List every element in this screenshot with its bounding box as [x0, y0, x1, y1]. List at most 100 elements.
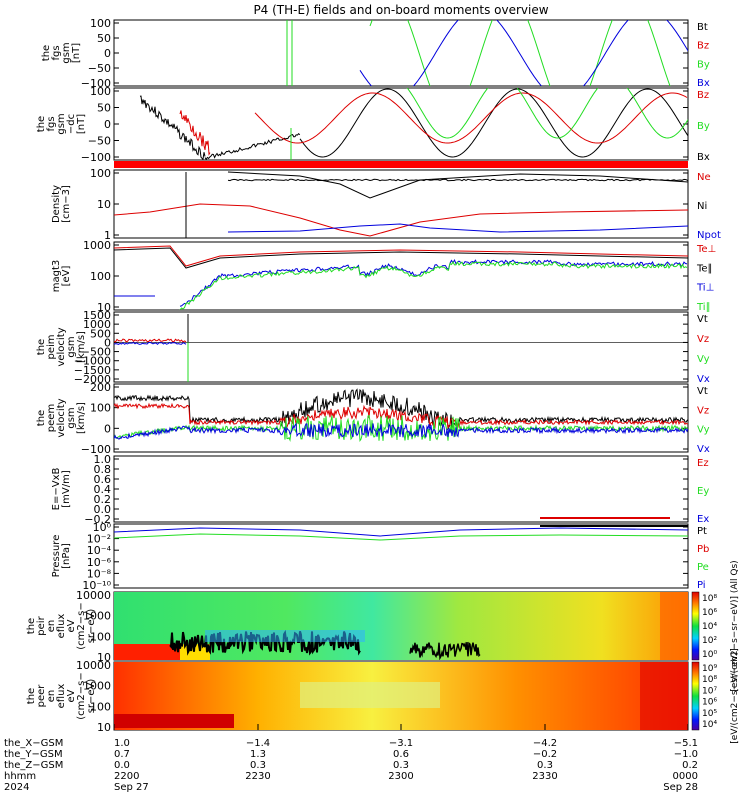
y-tick-label: −2000 — [74, 373, 111, 386]
x-row-label: the_Y−GSM — [4, 749, 63, 760]
y-axis-label-line: Pressure — [51, 535, 62, 578]
y-axis-label-line: peim — [46, 334, 57, 359]
panel-fgs_gsm_dc: 100 50 0 −50 −100 thefgsgsm−dc[nT] Bz By Bx — [36, 85, 710, 164]
y-axis-label-line: sr−eV) — [86, 609, 97, 644]
y-axis-label: thepeerenefluxeV(cm2−s−sr−eV) — [26, 672, 97, 719]
y-axis-label-line: the — [36, 339, 47, 355]
y-tick-label: 1500 — [83, 309, 111, 322]
y-axis-label-line: eV — [66, 689, 77, 702]
y-axis-label: thefgsgsm−dc[nT] — [36, 113, 87, 134]
legend-Pb: Pb — [697, 544, 709, 555]
spectrogram-band — [114, 714, 234, 728]
panel-frame — [113, 19, 689, 87]
panel-peer_eflux: 10000100010010thepeerenefluxeV(cm2−s−sr−… — [26, 648, 740, 744]
legend-Pe: Pe — [697, 562, 709, 573]
panel-efield: 1.00.80.60.40.20.0−0.2 E=−VxB[mV/m] Ez Ey Ex — [51, 453, 709, 526]
y-tick-label: 100 — [90, 402, 111, 415]
status-bar — [114, 161, 688, 168]
x-tick-label: 0.7 — [114, 749, 130, 760]
trace-Bz-early — [179, 110, 211, 156]
y-axis-label-line: magt3 — [51, 260, 62, 293]
y-axis-label-line: Density — [51, 185, 62, 223]
y-tick-label: 1000 — [83, 318, 111, 331]
y-tick-label: 0.8 — [94, 463, 112, 476]
x-tick-label: 0.3 — [537, 760, 553, 771]
legend-Te⊥: Te⊥ — [696, 244, 716, 255]
y-tick-label: −50 — [88, 62, 111, 75]
colorbar-tick-label: 10⁹ — [702, 664, 717, 674]
trace-By — [369, 20, 671, 86]
trace-Ne — [114, 203, 688, 237]
y-axis-label-line: velocity — [56, 327, 67, 366]
y-tick-label: 0.2 — [94, 493, 112, 506]
y-tick-label: −100 — [81, 151, 111, 164]
y-tick-label: 100 — [90, 700, 111, 713]
y-tick-label: 10 — [97, 301, 111, 314]
legend-Vy: Vy — [697, 354, 710, 365]
y-tick-label: 50 — [97, 102, 111, 115]
colorbar-tick-label: 10⁶ — [702, 698, 717, 708]
trace-Bx — [204, 132, 301, 160]
y-tick-label: 10000 — [76, 589, 111, 602]
panel-traces — [114, 388, 688, 443]
x-tick-label: Sep 28 — [663, 782, 698, 793]
y-tick-label: 0.4 — [94, 483, 112, 496]
x-tick-label: −3.1 — [389, 738, 413, 749]
x-tick-label: 2330 — [532, 771, 557, 782]
x-row-label: the_X−GSM — [4, 738, 63, 749]
y-axis-label-line: velocity — [56, 398, 67, 437]
y-axis-label-line: en — [46, 690, 57, 703]
y-axis-label-line: [km/s] — [76, 402, 87, 434]
trace-Ti-perp — [179, 258, 688, 307]
x-tick-label: −0.2 — [533, 749, 557, 760]
y-axis-label-line: fgs — [51, 45, 62, 60]
panel-traces — [114, 592, 688, 660]
panel-traces — [139, 88, 688, 160]
y-axis-label-line: eV — [66, 619, 77, 632]
x-tick-label: −1.0 — [674, 749, 698, 760]
y-tick-label: 0 — [104, 47, 111, 60]
colorbar-tick-label: 10⁰ — [702, 650, 717, 660]
y-tick-label: 1000 — [83, 239, 111, 252]
x-tick-label: 0.0 — [114, 760, 130, 771]
y-tick-label: 1000 — [83, 610, 111, 623]
colorbar — [691, 661, 700, 731]
legend-Vx: Vx — [697, 374, 710, 385]
y-tick-label: 10⁻² — [87, 533, 111, 546]
panel-traces — [114, 245, 688, 310]
legend-Vt: Vt — [697, 314, 708, 325]
colorbar-tick-label: 10⁶ — [702, 608, 717, 618]
trace-Pe — [114, 533, 688, 541]
y-tick-label: 100 — [90, 630, 111, 643]
y-axis-label: thepeimvelocitygsm[km/s] — [36, 327, 87, 366]
trace-Ni — [227, 178, 688, 182]
y-axis-label-line: [nT] — [71, 43, 82, 63]
legend-Vt: Vt — [697, 386, 708, 397]
y-axis-label-line: −dc — [66, 114, 77, 134]
y-tick-label: 1 — [104, 229, 111, 242]
x-tick-label: 1.3 — [250, 749, 266, 760]
colorbar — [691, 591, 700, 661]
y-axis-label-line: [cm−3] — [61, 185, 72, 223]
x-row-label: hhmm — [4, 771, 36, 782]
colorbar-tick-label: 10⁴ — [702, 622, 717, 632]
legend-Vx: Vx — [697, 444, 710, 455]
panel-traces — [114, 171, 688, 238]
y-tick-label: 200 — [90, 381, 111, 394]
x-row-label: the_Z−GSM — [4, 760, 63, 771]
colorbar-label: [eV/(cm2−s−sr−eV)] (All Qs) — [730, 560, 740, 691]
x-tick-label: 2230 — [245, 771, 270, 782]
y-axis-label-line: eflux — [56, 684, 67, 709]
y-axis-label: Pressure[nPa] — [51, 535, 72, 578]
legend-Npot: Npot — [697, 230, 721, 241]
y-axis-label-line: gsm — [61, 42, 72, 63]
y-tick-label: 100 — [90, 17, 111, 30]
colorbar-tick-label: 10⁷ — [702, 686, 717, 696]
y-axis-label-line: the — [36, 116, 47, 132]
trace-Ti-par — [179, 260, 688, 310]
y-axis-label: Density[cm−3] — [51, 185, 72, 223]
y-tick-label: −0.2 — [84, 513, 111, 526]
y-axis-label: thefgsgsm[nT] — [41, 42, 82, 63]
spectrogram-band — [205, 630, 365, 642]
colorbar-label: [eV/(cm2−s−sr−eV)] — [730, 648, 740, 744]
